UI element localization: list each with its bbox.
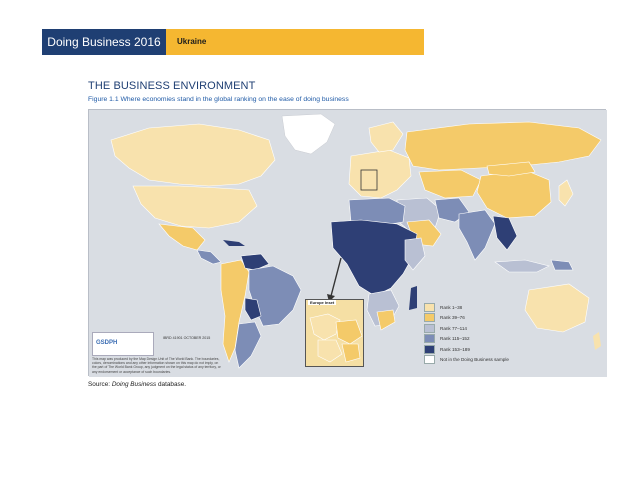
mongolia-shape: [486, 161, 536, 177]
legend-swatch: [424, 344, 435, 354]
legend-swatch: [424, 323, 435, 333]
china-shape: [476, 169, 552, 219]
argentina-shape: [234, 321, 262, 369]
legend-label: Rank 77–114: [440, 325, 467, 331]
source-prefix: Source:: [88, 381, 112, 388]
map-disclaimer: This map was produced by the Map Design …: [92, 357, 221, 374]
gsdph-logo-text: GSDPH: [96, 340, 118, 346]
papua-shape: [550, 259, 574, 271]
east-africa-shape: [404, 237, 426, 271]
legend-item-rank-1-38: Rank 1–38: [424, 302, 534, 313]
central-asia-shape: [418, 169, 482, 199]
russia-shape: [404, 121, 602, 171]
japan-shape: [558, 179, 574, 207]
europe-locator-box: [360, 169, 378, 191]
madagascar-shape: [409, 286, 417, 310]
europe-inset-map: [306, 300, 363, 366]
economy-banner: Ukraine: [166, 29, 424, 55]
legend-swatch: [424, 313, 435, 323]
caribbean-shape: [223, 240, 245, 246]
venezuela-shape: [240, 253, 270, 271]
usa-shape: [132, 185, 258, 229]
indonesia-shape: [494, 259, 550, 273]
legend-item-rank-115-152: Rank 115–152: [424, 334, 534, 345]
map-legend: Rank 1–38 Rank 39–76 Rank 77–114 Rank 11…: [424, 302, 534, 365]
europe-inset: Europe Inset: [305, 299, 364, 367]
central-america-shape: [196, 249, 222, 265]
legend-swatch: [424, 355, 435, 365]
source-note: Source: Doing Business database.: [88, 381, 186, 388]
new-zealand-shape: [593, 332, 601, 350]
legend-item-rank-77-114: Rank 77–114: [424, 323, 534, 334]
australia-shape: [524, 283, 590, 333]
legend-item-rank-39-76: Rank 39–76: [424, 313, 534, 324]
legend-swatch: [424, 302, 435, 312]
south-africa-shape: [376, 309, 396, 331]
india-shape: [458, 209, 496, 261]
greenland-shape: [281, 113, 336, 155]
sub-saharan-africa-shape: [330, 219, 418, 297]
source-suffix: database.: [156, 381, 187, 388]
europe-shape: [348, 149, 412, 199]
legend-label: Not in the Doing Business sample: [440, 357, 509, 363]
north-america-north-shape: [110, 123, 276, 187]
southeast-asia-shape: [492, 215, 518, 251]
scandinavia-shape: [368, 121, 404, 153]
ibrd-code: IBRD 41901 OCTOBER 2015: [163, 336, 211, 340]
legend-label: Rank 115–152: [440, 336, 470, 342]
legend-label: Rank 153–189: [440, 346, 470, 352]
section-title: THE BUSINESS ENVIRONMENT: [88, 80, 256, 92]
legend-swatch: [424, 334, 435, 344]
legend-label: Rank 39–76: [440, 315, 465, 321]
legend-label: Rank 1–38: [440, 304, 463, 310]
inset-title: Europe Inset: [308, 300, 337, 305]
report-title-banner: Doing Business 2016: [42, 29, 166, 55]
bolivia-shape: [244, 297, 262, 321]
source-name: Doing Business: [111, 381, 157, 388]
legend-item-rank-153-189: Rank 153–189: [424, 344, 534, 355]
inset-arrow: [330, 257, 342, 297]
gsdph-logo: [92, 332, 154, 356]
legend-item-not-in-sample: Not in the Doing Business sample: [424, 355, 534, 366]
figure-caption: Figure 1.1 Where economies stand in the …: [88, 96, 349, 103]
